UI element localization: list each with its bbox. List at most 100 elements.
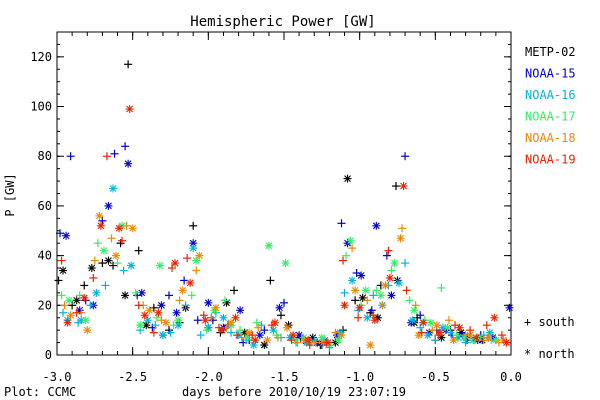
point-noaa-19-north (472, 333, 481, 342)
point-noaa-18-south (107, 234, 116, 243)
y-tick-label: 20 (38, 298, 52, 312)
point-noaa-19-south (233, 331, 242, 340)
point-noaa-19-north (63, 318, 72, 327)
legend-entry-noaa-15: NOAA-15 (525, 67, 576, 81)
y-tick-label: 80 (38, 149, 52, 163)
point-noaa-16-north (408, 316, 417, 325)
point-noaa-19-south (482, 321, 491, 330)
point-noaa-19-south (118, 236, 127, 245)
point-noaa-18-north (178, 286, 187, 295)
point-noaa-17-south (437, 283, 446, 292)
point-noaa-18-south (398, 224, 407, 233)
point-noaa-19-north (455, 323, 464, 332)
legend-entry-noaa-16: NOAA-16 (525, 88, 576, 102)
point-noaa-17-north (155, 261, 164, 270)
point-noaa-18-south (331, 328, 340, 337)
point-noaa-19-north (80, 293, 89, 302)
point-noaa-19-north (115, 224, 124, 233)
point-noaa-15-south (416, 311, 425, 320)
point-noaa-19-north (251, 336, 260, 345)
y-tick-label: 60 (38, 199, 52, 213)
point-noaa-19-north (217, 326, 226, 335)
point-noaa-16-south (340, 288, 349, 297)
point-noaa-19-south (497, 331, 506, 340)
point-noaa-15-south (56, 229, 65, 238)
legend: METP-02 NOAA-15 NOAA-16 NOAA-17 NOAA-18 NOAA-… (525, 45, 576, 167)
point-noaa-18-north (396, 234, 405, 243)
point-metp-02-south (80, 281, 89, 290)
legend-entry-noaa-18: NOAA-18 (525, 131, 576, 145)
point-noaa-19-north (171, 259, 180, 268)
point-metp-02-south (351, 296, 360, 305)
point-noaa-19-south (402, 286, 411, 295)
point-noaa-16-south (151, 321, 160, 330)
point-noaa-16-south (196, 331, 205, 340)
point-noaa-17-north (426, 318, 435, 327)
chart-title: Hemispheric Power [GW] (190, 14, 375, 30)
point-noaa-19-north (370, 316, 379, 325)
point-noaa-18-south (273, 333, 282, 342)
point-noaa-18-south (175, 296, 184, 305)
point-metp-02-south (134, 246, 143, 255)
point-noaa-17-north (443, 323, 452, 332)
point-noaa-17-north (81, 316, 90, 325)
point-noaa-16-north (348, 276, 357, 285)
point-noaa-17-north (99, 246, 108, 255)
point-noaa-18-south (311, 338, 320, 347)
point-noaa-18-north (263, 336, 272, 345)
point-noaa-19-north (340, 301, 349, 310)
point-noaa-17-north (174, 316, 183, 325)
point-noaa-16-north (363, 313, 372, 322)
point-noaa-18-south (411, 301, 420, 310)
point-noaa-18-north (211, 303, 220, 312)
point-metp-02-north (59, 266, 68, 275)
point-noaa-19-south (183, 254, 192, 263)
point-noaa-16-north (108, 184, 117, 193)
point-noaa-18-north (449, 336, 458, 345)
point-noaa-18-north (484, 333, 493, 342)
point-noaa-17-north (281, 259, 290, 268)
plot-credit: Plot: CCMC (4, 385, 76, 399)
point-noaa-19-north (186, 278, 195, 287)
point-noaa-16-north (158, 331, 167, 340)
point-noaa-19-north (140, 311, 149, 320)
point-noaa-19-south (102, 152, 111, 161)
point-noaa-19-south (89, 273, 98, 282)
point-noaa-16-north (127, 261, 136, 270)
point-noaa-17-south (372, 286, 381, 295)
point-noaa-19-south (134, 301, 143, 310)
point-noaa-17-south (202, 326, 211, 335)
point-noaa-18-south (293, 338, 302, 347)
point-metp-02-south (108, 261, 117, 270)
point-noaa-19-north (154, 308, 163, 317)
point-noaa-17-south (152, 313, 161, 322)
point-noaa-17-south (57, 291, 66, 300)
point-noaa-19-north (399, 182, 408, 191)
point-noaa-19-north (419, 318, 428, 327)
point-noaa-16-north (219, 313, 228, 322)
point-noaa-16-south (461, 338, 470, 347)
point-noaa-17-north (136, 321, 145, 330)
point-noaa-17-south (169, 321, 178, 330)
point-noaa-19-north (355, 303, 364, 312)
point-noaa-19-south (305, 341, 314, 350)
x-axis: -3.0 -2.5 -2.0 -1.5 -1.0 -0.5 0.0 (43, 32, 522, 384)
point-noaa-18-south (348, 244, 357, 253)
x-axis-label: days before 2010/10/19 23:07:19 (182, 385, 406, 399)
point-noaa-15-south (401, 152, 410, 161)
point-noaa-19-south (72, 308, 81, 317)
point-noaa-15-south (164, 291, 173, 300)
point-metp-02-north (260, 341, 269, 350)
point-noaa-18-south (60, 301, 69, 310)
point-noaa-15-south (382, 251, 391, 260)
point-noaa-16-south (431, 336, 440, 345)
point-noaa-16-south (227, 328, 236, 337)
point-noaa-17-south (220, 296, 229, 305)
point-noaa-15-south (180, 276, 189, 285)
legend-entry-noaa-17: NOAA-17 (525, 110, 576, 124)
x-tick-label: -1.0 (345, 370, 374, 384)
point-metp-02-south (391, 182, 400, 191)
point-noaa-15-north (172, 308, 181, 317)
point-metp-02-south (189, 221, 198, 230)
